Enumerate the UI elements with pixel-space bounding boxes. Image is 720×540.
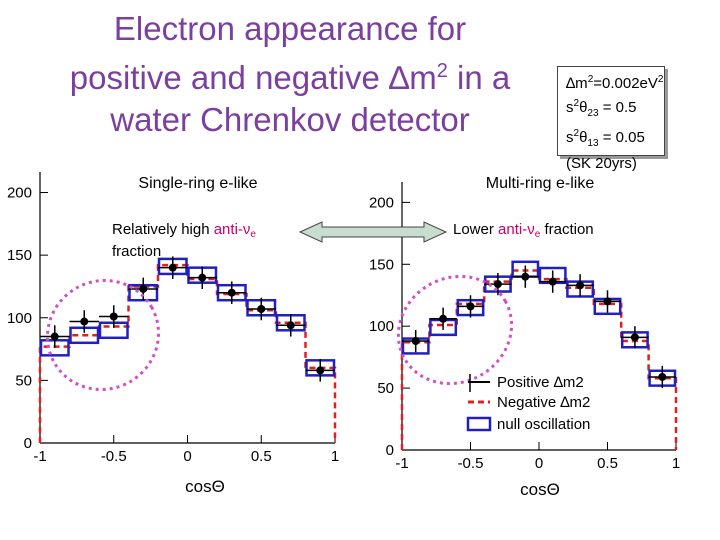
exposure-line: (SK 20yrs)	[566, 155, 637, 172]
legend-negative-label: Negative ∆m2	[497, 394, 590, 411]
s23-value: = 0.5	[598, 99, 637, 116]
right-positive-point	[439, 314, 448, 323]
left-positive-point	[316, 366, 325, 375]
s23-theta: θ	[579, 99, 588, 116]
legend-null-label: null oscillation	[497, 416, 590, 433]
left-positive-point	[109, 312, 118, 321]
legend-positive-label: Positive ∆m2	[497, 374, 584, 391]
right-chart-title: Multi-ring e-like	[486, 175, 595, 192]
left-x-tick-label: 0	[183, 448, 191, 465]
left-annotation-line2: fraction	[112, 243, 161, 260]
s23-line: s2θ23 = 0.5	[566, 94, 664, 124]
dm2-value: =0.002eV	[593, 75, 658, 92]
dm2-unit-sup: 2	[657, 74, 664, 85]
title-line-2: positive and negative ∆m2 in a	[40, 50, 540, 99]
oscillation-parameters-box: ∆m2=0.002eV2 s2θ23 = 0.5 s2θ13 = 0.05 (S…	[557, 66, 665, 172]
left-plot: 0 50 100 150 200 -1 -0.5 0 0.5 1	[7, 172, 339, 465]
left-y-tick-label: 150	[7, 247, 32, 264]
right-annotation: Lower anti-νe fraction	[453, 221, 594, 240]
left-x-tick-label: -1	[33, 448, 46, 465]
left-y-tick-label: 50	[15, 372, 32, 389]
title-sq: 2	[436, 60, 448, 82]
right-positive-point	[576, 281, 585, 290]
left-x-tick-label: 0.5	[251, 448, 272, 465]
right-x-tick-label: 0	[535, 455, 543, 472]
left-chart-title: Single-ring e-like	[138, 175, 257, 192]
right-x-tick-label: -0.5	[458, 455, 484, 472]
left-positive-point	[80, 317, 89, 326]
dm2-line: ∆m2=0.002eV2	[566, 70, 664, 94]
right-positive-point	[630, 333, 639, 342]
title-m: m	[409, 59, 437, 96]
right-y-tick-label: 0	[386, 442, 394, 459]
right-positive-point	[521, 272, 530, 281]
title-line-3: water Chrenkov detector	[110, 101, 470, 138]
dm2-label: ∆m	[566, 75, 588, 92]
right-positive-point	[548, 277, 557, 286]
left-y-tick-label: 0	[24, 435, 32, 452]
legend-null-swatch	[466, 416, 492, 432]
right-positive-point	[466, 302, 475, 311]
double-arrow	[298, 221, 448, 243]
title-line-1: Electron appearance for	[113, 10, 467, 47]
s13-pre: s	[566, 129, 574, 146]
left-highlight-ellipse	[45, 278, 161, 392]
s13-sup: 2	[573, 128, 580, 139]
left-positive-point	[198, 273, 207, 282]
right-y-tick-label: 100	[369, 318, 394, 335]
left-positive-point	[257, 304, 266, 313]
title-line-2-post: in a	[447, 59, 511, 96]
right-y-tick-label: 200	[369, 194, 394, 211]
right-x-tick-label: -1	[395, 455, 408, 472]
left-positive-point	[227, 288, 236, 297]
s13-line: s2θ13 = 0.05	[566, 124, 664, 154]
slide-title: Electron appearance for positive and neg…	[40, 8, 540, 141]
right-y-tick-label: 50	[377, 380, 394, 397]
left-negative-step-line	[38, 263, 337, 443]
right-positive-point	[603, 297, 612, 306]
left-y-tick-label: 100	[7, 310, 32, 327]
left-x-tick-label: 1	[331, 448, 339, 465]
s23-sup: 2	[573, 98, 580, 109]
title-line-2-pre: positive and negative	[69, 59, 390, 96]
right-highlight-ellipse	[396, 274, 514, 386]
left-x-axis-label: cosΘ	[185, 477, 225, 496]
left-y-tick-label: 200	[7, 185, 32, 202]
left-positive-point	[168, 263, 177, 272]
left-positive-point	[50, 332, 59, 341]
right-y-tick-label: 150	[369, 256, 394, 273]
right-x-axis-label: cosΘ	[520, 480, 560, 499]
s13-theta: θ	[579, 129, 588, 146]
right-x-tick-label: 0.5	[597, 455, 618, 472]
left-positive-point	[286, 321, 295, 330]
left-annotation-line1: Relatively high anti-νe	[112, 221, 256, 240]
s23-pre: s	[566, 99, 574, 116]
left-x-tick-label: -0.5	[101, 448, 127, 465]
right-positive-point	[658, 372, 667, 381]
left-positive-point	[139, 284, 148, 293]
s23-sub: 23	[587, 108, 599, 119]
right-plot: 0 50 100 150 200 -1 -0.5 0 0.5 1	[369, 182, 680, 472]
right-positive-point	[493, 280, 502, 289]
s13-value: = 0.05	[598, 129, 645, 146]
s13-sub: 13	[587, 138, 599, 149]
right-x-tick-label: 1	[672, 455, 680, 472]
title-delta: ∆	[389, 59, 410, 96]
dm2-sup: 2	[587, 74, 594, 85]
legend: Positive ∆m2 Negative ∆m2 null oscillati…	[466, 374, 590, 433]
right-positive-point	[411, 337, 420, 346]
